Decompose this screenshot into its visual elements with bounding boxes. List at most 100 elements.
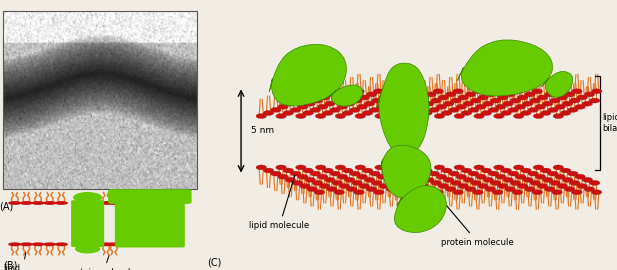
Ellipse shape	[357, 104, 368, 109]
Ellipse shape	[532, 190, 542, 195]
Ellipse shape	[310, 171, 321, 176]
Ellipse shape	[474, 165, 484, 170]
Ellipse shape	[332, 98, 342, 103]
Ellipse shape	[330, 171, 341, 176]
Ellipse shape	[320, 95, 330, 100]
Ellipse shape	[402, 168, 412, 173]
Ellipse shape	[431, 98, 442, 103]
Ellipse shape	[537, 95, 548, 100]
Ellipse shape	[537, 184, 548, 188]
Ellipse shape	[501, 110, 511, 116]
Ellipse shape	[330, 107, 341, 112]
Ellipse shape	[592, 89, 602, 94]
Ellipse shape	[395, 114, 405, 119]
PathPatch shape	[542, 72, 573, 97]
Ellipse shape	[444, 101, 454, 106]
Text: 5 nm: 5 nm	[251, 126, 275, 136]
Ellipse shape	[584, 92, 595, 97]
PathPatch shape	[457, 40, 553, 96]
Ellipse shape	[418, 95, 429, 100]
Ellipse shape	[478, 184, 489, 188]
Ellipse shape	[347, 92, 357, 97]
Ellipse shape	[471, 98, 481, 103]
Ellipse shape	[553, 114, 563, 119]
Ellipse shape	[557, 184, 568, 188]
Ellipse shape	[577, 95, 587, 100]
PathPatch shape	[381, 145, 431, 198]
Ellipse shape	[552, 190, 562, 195]
Ellipse shape	[99, 242, 113, 246]
Ellipse shape	[478, 95, 489, 100]
PathPatch shape	[328, 85, 363, 106]
Ellipse shape	[370, 171, 380, 176]
Ellipse shape	[533, 165, 544, 170]
Ellipse shape	[433, 190, 444, 195]
Ellipse shape	[317, 104, 328, 109]
Ellipse shape	[382, 110, 392, 116]
Ellipse shape	[285, 101, 296, 106]
Ellipse shape	[489, 171, 499, 176]
Ellipse shape	[285, 177, 296, 182]
Ellipse shape	[431, 180, 442, 185]
Ellipse shape	[337, 174, 348, 179]
Ellipse shape	[433, 89, 444, 94]
Ellipse shape	[354, 89, 364, 94]
Ellipse shape	[582, 101, 593, 106]
Ellipse shape	[495, 104, 506, 109]
Ellipse shape	[406, 187, 416, 192]
Ellipse shape	[530, 98, 540, 103]
Ellipse shape	[473, 89, 483, 94]
Ellipse shape	[377, 104, 387, 109]
Ellipse shape	[471, 180, 481, 185]
Ellipse shape	[462, 110, 472, 116]
Ellipse shape	[291, 171, 301, 176]
Ellipse shape	[292, 98, 303, 103]
Ellipse shape	[371, 98, 382, 103]
Ellipse shape	[352, 98, 362, 103]
Ellipse shape	[399, 95, 409, 100]
Ellipse shape	[347, 187, 357, 192]
Ellipse shape	[436, 174, 447, 179]
Ellipse shape	[532, 89, 542, 94]
Ellipse shape	[569, 98, 580, 103]
Ellipse shape	[521, 110, 531, 116]
Ellipse shape	[438, 184, 449, 188]
Ellipse shape	[494, 165, 504, 170]
Ellipse shape	[550, 180, 560, 185]
Ellipse shape	[352, 180, 362, 185]
Ellipse shape	[389, 171, 400, 176]
Ellipse shape	[542, 101, 553, 106]
Ellipse shape	[297, 174, 308, 179]
Ellipse shape	[8, 242, 22, 246]
Ellipse shape	[449, 107, 459, 112]
FancyBboxPatch shape	[108, 189, 192, 204]
Ellipse shape	[426, 187, 436, 192]
Ellipse shape	[523, 101, 533, 106]
Ellipse shape	[518, 95, 528, 100]
Ellipse shape	[421, 168, 432, 173]
Ellipse shape	[8, 201, 22, 205]
Ellipse shape	[270, 171, 281, 176]
Ellipse shape	[438, 95, 449, 100]
Ellipse shape	[442, 110, 452, 116]
Ellipse shape	[481, 110, 492, 116]
Ellipse shape	[492, 89, 503, 94]
Ellipse shape	[389, 107, 400, 112]
Ellipse shape	[366, 187, 377, 192]
Ellipse shape	[409, 107, 420, 112]
Ellipse shape	[418, 184, 429, 188]
Ellipse shape	[335, 165, 346, 170]
Ellipse shape	[483, 101, 494, 106]
Ellipse shape	[545, 92, 555, 97]
Ellipse shape	[518, 184, 528, 188]
Ellipse shape	[350, 171, 360, 176]
Ellipse shape	[327, 187, 337, 192]
Ellipse shape	[513, 165, 524, 170]
Ellipse shape	[483, 177, 494, 182]
Ellipse shape	[451, 98, 462, 103]
Ellipse shape	[270, 107, 281, 112]
Ellipse shape	[536, 104, 546, 109]
Ellipse shape	[565, 187, 575, 192]
Ellipse shape	[456, 174, 466, 179]
Ellipse shape	[571, 190, 582, 195]
